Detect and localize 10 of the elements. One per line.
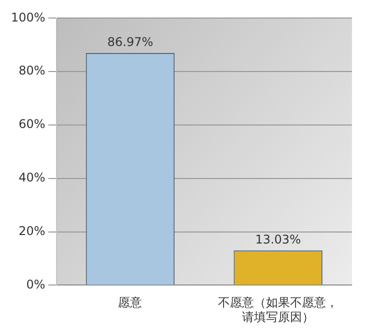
y-tick-label: 80% bbox=[18, 64, 46, 78]
data-label: 13.03% bbox=[255, 232, 301, 247]
y-tick-label: 0% bbox=[26, 277, 46, 292]
data-label: 86.97% bbox=[107, 35, 154, 50]
y-tick-label: 20% bbox=[18, 224, 46, 238]
y-tick-label: 40% bbox=[18, 170, 46, 185]
x-tick-label: 愿意 bbox=[118, 296, 142, 310]
y-tick-label: 100% bbox=[10, 10, 46, 24]
y-tick-label: 60% bbox=[18, 117, 46, 132]
x-tick-label: 不愿意（如果不愿意，请填写原因） bbox=[218, 296, 338, 324]
